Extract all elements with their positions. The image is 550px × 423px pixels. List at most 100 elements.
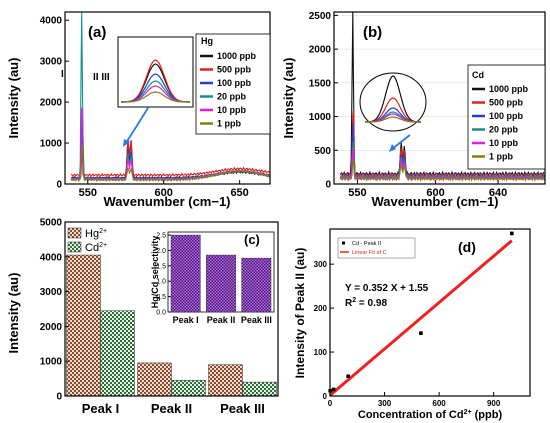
panel-b-legend-box [467, 64, 546, 170]
panel-b-inset-pointer-arrowhead [389, 144, 396, 152]
data-point [419, 331, 423, 335]
panel-d-plot-area: 0 100 200 300 0 300 600 900 [314, 228, 531, 408]
y-tick-label: 200 [314, 304, 328, 313]
panel-c-bars [66, 254, 277, 397]
legend-label: 20 ppb [489, 125, 519, 135]
y-tick-label: 2000 [40, 322, 63, 333]
panel-a-inset-pointer-arrow [125, 107, 149, 144]
x-tick-label: 600 [432, 399, 446, 408]
legend-label: 1 ppb [217, 119, 242, 129]
x-category-label: Peak I [82, 401, 120, 416]
panel-d-legend: Cd - Peak II Linear Fit of C [337, 237, 416, 259]
panel-a-plot-area: 0 1000 2000 3000 4000 550 600 650 [40, 11, 271, 199]
inset-y-tick-label: 0.0 [156, 310, 166, 317]
bar-Peak-II-cd [171, 380, 206, 397]
panel-a-peak-i-label: I [61, 69, 64, 80]
panel-c-frame [64, 221, 279, 397]
x-tick-label: 650 [230, 187, 248, 199]
bar-Peak-I-cd [100, 310, 135, 397]
fit-line [329, 239, 513, 397]
legend-label: 1000 ppb [217, 51, 257, 61]
data-point [331, 387, 336, 392]
panel-b-inset [359, 72, 427, 132]
panel-a-inset [117, 36, 194, 108]
inset-curve [365, 116, 421, 123]
panel-b-legend: Cd 1000 ppb 500 ppb 100 ppb 20 ppb 10 ppb 1 p… [467, 64, 546, 170]
legend-label: 100 ppb [489, 111, 524, 121]
panel-b-y-axis-label: Intensity (au) [281, 58, 296, 139]
legend-label: 20 ppb [217, 92, 247, 102]
legend-label: 500 ppb [489, 98, 524, 108]
bar-Peak-III-cd [242, 381, 277, 397]
panel-c-legend-label-hg: Hg2+ [85, 228, 107, 240]
legend-label: 1000 ppb [489, 84, 529, 94]
legend-label: 100 ppb [217, 78, 252, 88]
y-tick-label: 1000 [40, 139, 63, 150]
inset-curve [364, 75, 422, 123]
inset-curve [121, 91, 190, 103]
panel-d-r-squared: R2 = 0.98 [345, 297, 387, 309]
bar-Peak-I-hg [66, 254, 101, 397]
panel-d-frame [329, 228, 531, 397]
x-category-label: Peak II [151, 401, 192, 416]
panel-b-inset-curves [364, 75, 422, 123]
y-tick-label: 2500 [309, 11, 332, 22]
y-tick-label: 0 [56, 180, 62, 191]
y-tick-label: 3000 [40, 57, 63, 68]
inset-bar-Peak-III [241, 257, 272, 313]
panel-a-label: (a) [88, 24, 106, 41]
legend-label: 10 ppb [489, 138, 519, 148]
y-tick-label: 100 [314, 348, 328, 357]
x-tick-label: 0 [328, 399, 333, 408]
panel-b-plot-area: 0 500 1000 1500 2000 2500 550 600 640 [309, 11, 546, 199]
bar-Peak-III-hg [208, 364, 243, 397]
panel-c-legend-label-cd: Cd2+ [85, 242, 107, 254]
panel-a-peak-ii-iii-label: II III [93, 72, 110, 83]
y-tick-label: 0 [323, 392, 328, 401]
panel-c-inset-y-axis-label: Hg/Cd selectivity [150, 236, 160, 309]
panel-d-legend-scatter-label: Cd - Peak II [352, 241, 382, 247]
panel-c-inset-bars: 0.0 0.5 1.0 1.5 2.0 2.5 Peak I Peak II Peak III [156, 233, 272, 325]
y-tick-label: 3000 [40, 287, 63, 298]
inset-y-tick-label: 0.5 [156, 294, 166, 301]
panel-c: 0 1000 2000 3000 4000 5000 Peak I Peak II Peak I… [6, 218, 279, 416]
panel-c-legend: Hg2+ Cd2+ [67, 227, 107, 254]
spectrum-line-1-ppb [70, 143, 270, 183]
panel-a-legend: Hg 1000 ppb 500 ppb 100 ppb 20 ppb 10 ppb 1 p… [195, 33, 271, 135]
y-tick-label: 300 [314, 260, 328, 269]
inset-x-category-label: Peak II [207, 315, 236, 325]
panel-d-legend-marker [342, 241, 345, 245]
y-tick-label: 0 [325, 180, 331, 191]
inset-x-category-label: Peak III [241, 315, 272, 325]
data-point [346, 374, 350, 379]
panel-a-inset-pointer-arrowhead [123, 139, 130, 147]
x-tick-label: 550 [79, 187, 97, 199]
x-tick-label: 600 [426, 187, 444, 199]
y-tick-label: 4000 [40, 252, 63, 263]
panel-b-label: (b) [363, 24, 382, 41]
x-tick-label: 600 [155, 187, 173, 199]
y-tick-label: 1000 [40, 357, 63, 368]
panel-a-y-axis-label: Intensity (au) [6, 58, 21, 139]
panel-d-label: (d) [458, 239, 476, 255]
panel-d-y-axis-label: Intensity of Peak II (au) [293, 248, 307, 379]
panel-d-x-axis-label: Concentration of Cd2+ (ppb) [358, 409, 503, 421]
panel-c-label: (c) [244, 232, 260, 247]
inset-bar-Peak-II [206, 254, 236, 313]
spectrum-line-500-ppb [70, 138, 270, 178]
spectrum-line-1-ppb [339, 159, 545, 183]
inset-y-tick-label: 2.5 [156, 233, 166, 240]
panel-a-inset-frame [117, 36, 194, 108]
y-tick-label: 500 [314, 146, 331, 157]
legend-label: 10 ppb [217, 105, 247, 115]
inset-y-tick-label: 1.5 [156, 263, 166, 270]
inset-y-tick-label: 2.0 [156, 248, 166, 255]
inset-bar-Peak-I [170, 234, 201, 313]
data-point [510, 231, 514, 236]
panel-a-inset-curves [120, 59, 191, 103]
panel-b-legend-title: Cd [472, 70, 484, 80]
y-tick-label: 2000 [309, 45, 332, 56]
bar-Peak-II-hg [137, 362, 172, 397]
y-tick-label: 2000 [40, 98, 63, 109]
